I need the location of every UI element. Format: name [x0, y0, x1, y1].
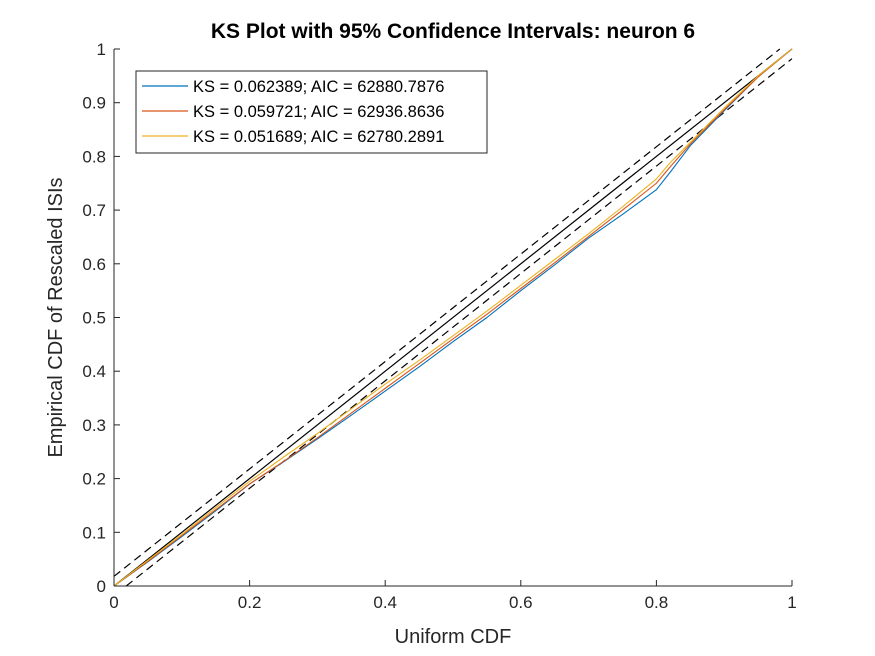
y-tick-label: 0.8: [82, 147, 106, 166]
legend-entries: KS = 0.062389; AIC = 62880.7876 KS = 0.05…: [142, 78, 444, 146]
y-tick-label: 0: [97, 577, 106, 596]
y-tick-label: 0.3: [82, 416, 106, 435]
y-tick-label: 0.7: [82, 201, 106, 220]
legend: KS = 0.062389; AIC = 62880.7876 KS = 0.05…: [135, 70, 488, 154]
x-ticks: 0 0.2 0.4 0.6 0.8 1: [109, 580, 797, 612]
ks-lower-confidence-line: [125, 58, 793, 587]
y-axis-label: Empirical CDF of Rescaled ISIs: [45, 177, 67, 457]
y-tick-label: 0.6: [82, 255, 106, 274]
y-tick-label: 0.9: [82, 94, 106, 113]
y-tick-label: 0.1: [82, 523, 106, 542]
series-line-3: [113, 48, 793, 587]
y-tick-label: 1: [97, 40, 106, 59]
y-tick-label: 0.4: [82, 362, 106, 381]
y-tick-label: 0.2: [82, 470, 106, 489]
legend-label-3: KS = 0.051689; AIC = 62780.2891: [193, 128, 444, 146]
x-axis-label: Uniform CDF: [395, 626, 512, 648]
series-lines: [113, 48, 793, 587]
y-ticks: 0 0.1 0.2 0.3 0.4 0.5 0.6 0.7 0.8 0.9 1: [82, 40, 120, 596]
chart-title: KS Plot with 95% Confidence Intervals: n…: [211, 20, 695, 43]
x-tick-label: 0.2: [238, 593, 262, 612]
ks-diagonal-line: [113, 48, 793, 587]
x-tick-label: 0.8: [645, 593, 669, 612]
legend-box: [135, 70, 488, 154]
legend-label-2: KS = 0.059721; AIC = 62936.8636: [193, 103, 444, 121]
legend-label-1: KS = 0.062389; AIC = 62880.7876: [193, 78, 444, 96]
x-tick-label: 0.4: [373, 593, 397, 612]
x-tick-label: 1: [787, 593, 796, 612]
ks-upper-confidence-line: [113, 48, 781, 577]
x-tick-label: 0: [109, 593, 118, 612]
y-tick-label: 0.5: [82, 309, 106, 328]
series-line-2: [113, 48, 793, 587]
x-tick-label: 0.6: [509, 593, 533, 612]
reference-lines: [113, 48, 793, 587]
